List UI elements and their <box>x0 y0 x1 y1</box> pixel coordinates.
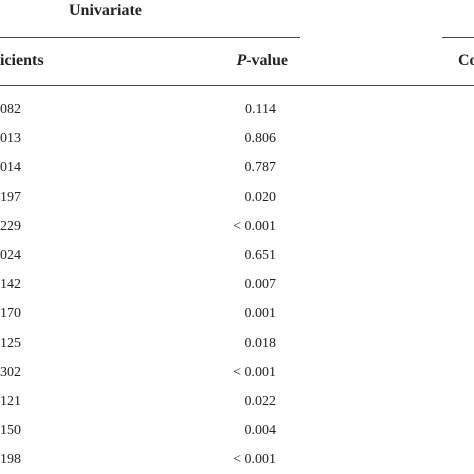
p-value-cell: 0.651 <box>244 248 277 263</box>
p-value-cell: 0.020 <box>244 189 277 205</box>
coefficient-cell: 302 <box>0 364 21 380</box>
column-header: icients <box>0 52 44 69</box>
coefficient-cell: 142 <box>0 277 21 293</box>
p-value-cell: 0.806 <box>244 131 277 147</box>
group-header: Univariate <box>69 2 142 19</box>
p-value-cell: 0.114 <box>245 102 276 117</box>
header-rule <box>0 85 474 86</box>
p-value-cell: < 0.001 <box>233 218 276 234</box>
coefficient-cell: 121 <box>0 394 21 409</box>
p-value-cell: 0.004 <box>244 423 277 439</box>
group-rule <box>0 37 300 38</box>
p-value-cell: < 0.001 <box>233 364 276 380</box>
p-value-cell: 0.022 <box>244 394 277 409</box>
coefficient-cell: 229 <box>0 218 21 234</box>
coefficient-cell: 013 <box>0 131 21 147</box>
column-header: P-value <box>236 52 288 70</box>
coefficient-cell: 198 <box>0 452 21 468</box>
p-value-cell: 0.001 <box>244 306 277 322</box>
coefficient-cell: 125 <box>0 335 21 351</box>
coefficient-cell: 170 <box>0 306 21 322</box>
p-value-cell: 0.007 <box>244 277 277 293</box>
p-value-cell: < 0.001 <box>233 452 276 468</box>
column-header-rest: -value <box>246 52 288 69</box>
group-rule <box>442 37 474 38</box>
column-header: Co <box>458 52 474 69</box>
coefficient-cell: 082 <box>0 102 21 117</box>
coefficient-cell: 014 <box>0 160 21 176</box>
column-header-italic: P <box>236 52 247 69</box>
coefficient-cell: 024 <box>0 248 21 263</box>
coefficient-cell: 197 <box>0 189 21 205</box>
p-value-cell: 0.787 <box>244 160 277 176</box>
coefficient-cell: 150 <box>0 423 21 439</box>
p-value-cell: 0.018 <box>244 335 277 351</box>
